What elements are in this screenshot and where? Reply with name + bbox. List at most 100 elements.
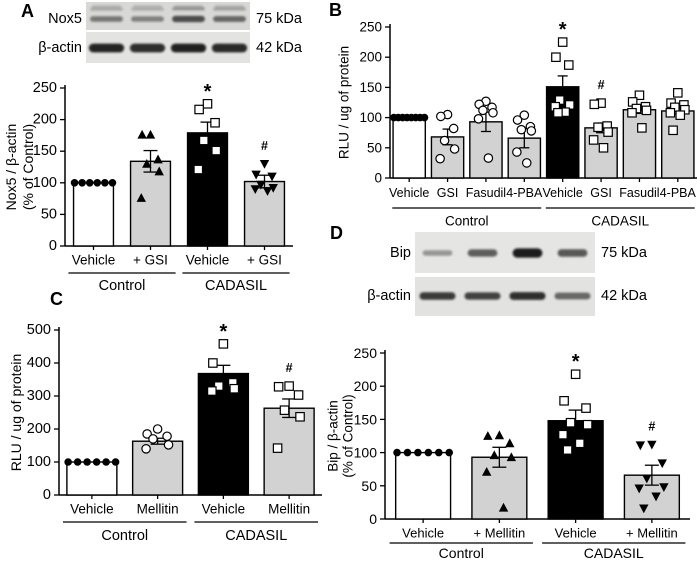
scatter-point-square-open <box>668 125 678 136</box>
scatter-point-circle-filled <box>445 448 454 457</box>
blot-band <box>554 292 591 300</box>
scatter-point-square-open <box>210 117 220 128</box>
scatter-point-triangle-down <box>647 440 657 450</box>
y-tick-label: 100 <box>27 454 51 470</box>
scatter-point-circle-filled <box>393 448 401 457</box>
significance-asterisk: * <box>559 19 567 41</box>
panel-a-chart: Nox5 75 kDa β-actin 42 kDa 0 50 100 150 200 250 Ve… <box>3 2 303 294</box>
scatter-point-triangle-down <box>635 441 646 451</box>
scatter-point-triangle-down <box>256 180 266 190</box>
y-tick-label: 100 <box>33 175 57 191</box>
blot-band <box>129 43 166 53</box>
scatter-point-square-open <box>634 90 645 101</box>
bar <box>622 109 657 179</box>
blot-band <box>90 16 123 22</box>
scatter-point-circle-open <box>521 158 532 168</box>
bar <box>197 372 250 496</box>
bar <box>471 456 528 520</box>
x-category-label: 4-PBA <box>660 186 697 200</box>
scatter-point-circle-open <box>141 444 151 454</box>
scatter-point-circle-open <box>512 147 522 157</box>
bar <box>66 461 118 496</box>
scatter-point-triangle-down <box>267 172 277 182</box>
scatter-point-triangle-up <box>142 158 152 168</box>
molecular-weight-label: 75 kDa <box>601 245 648 261</box>
scatter-point-square-open <box>272 443 283 453</box>
scatter-point-circle-open <box>512 115 523 125</box>
scatter-point-triangle-up <box>145 129 156 139</box>
y-tick-label: 50 <box>41 206 57 222</box>
x-category-label: Vehicle <box>543 186 583 200</box>
group-label: CADASIL <box>591 214 649 229</box>
x-category-label: GSI <box>437 186 459 200</box>
scatter-point-square-open <box>570 369 581 380</box>
scatter-point-circle-filled <box>64 458 72 466</box>
scatter-point-circle-open <box>516 124 527 135</box>
bar <box>186 132 229 247</box>
scatter-point-circle-open <box>163 440 174 450</box>
scatter-point-square-open <box>581 403 591 413</box>
panel-label-c: C <box>50 289 63 309</box>
scatter-point-triangle-down <box>657 459 667 469</box>
scatter-point-square-open <box>582 419 593 430</box>
scatter-point-square-open <box>593 122 603 133</box>
blot-band <box>512 248 543 258</box>
y-tick-label: 400 <box>27 355 51 371</box>
blot-band <box>213 16 246 22</box>
x-category-label: + GSI <box>247 253 282 268</box>
x-category-label: Vehicle <box>186 253 230 268</box>
scatter-point-square-open <box>563 60 574 70</box>
group-label: CADASIL <box>205 278 267 294</box>
scatter-point-square-open <box>211 145 222 156</box>
scatter-point-circle-filled <box>403 448 412 457</box>
panel-label-d: D <box>330 223 343 243</box>
scatter-point-circle-open <box>162 431 172 442</box>
x-category-label: 4-PBA <box>506 186 543 200</box>
scatter-point-circle-open <box>519 110 530 120</box>
x-category-label: Vehicle <box>72 253 116 268</box>
blot-row-label: Nox5 <box>48 11 82 27</box>
scatter-point-triangle-up <box>136 193 146 202</box>
blot-band-faint <box>215 5 244 9</box>
bar <box>129 160 172 247</box>
scatter-point-circle-open <box>488 107 498 118</box>
panel-label-b: B <box>329 0 342 20</box>
bar <box>72 182 115 247</box>
scatter-point-circle-filled <box>78 179 86 187</box>
scatter-point-triangle-up <box>483 431 493 440</box>
scatter-point-square-open <box>199 135 209 146</box>
scatter-point-triangle-down <box>250 185 260 195</box>
group-label: CADASIL <box>225 528 287 544</box>
bar <box>263 407 315 496</box>
y-tick-label: 150 <box>354 411 378 427</box>
scatter-point-circle-open <box>483 153 494 163</box>
scatter-point-triangle-up <box>498 502 509 512</box>
scatter-point-square-open <box>229 383 240 394</box>
x-category-label: Mellitin <box>268 502 310 517</box>
scatter-point-square-open <box>558 429 568 440</box>
blot-band-faint <box>92 5 121 9</box>
significance-asterisk: * <box>572 351 580 373</box>
panel-d-chart: Bip 75 kDa β-actin 42 kDa 0 50 100 150 200 250 Veh… <box>326 232 690 561</box>
bar <box>243 180 286 247</box>
y-tick-label: 250 <box>354 345 378 361</box>
x-category-label: Vehicle <box>389 186 429 200</box>
y-axis-title: RLU / ug of protein <box>337 46 352 159</box>
scatter-point-circle-filled <box>92 458 101 466</box>
panel-label-a: A <box>21 1 34 21</box>
scatter-point-circle-filled <box>102 458 110 466</box>
scatter-point-circle-filled <box>414 448 422 457</box>
scatter-point-circle-open <box>148 434 158 444</box>
significance-hash: # <box>648 420 655 434</box>
scatter-point-square-open <box>637 123 647 133</box>
blot-row-label: β-actin <box>38 40 82 56</box>
significance-asterisk: * <box>204 81 212 103</box>
scatter-point-square-open <box>218 339 229 349</box>
significance-hash: # <box>286 361 293 375</box>
group-label: Control <box>101 528 148 544</box>
x-category-label: + Mellitin <box>474 526 526 541</box>
bar <box>547 420 604 520</box>
y-tick-label: 200 <box>359 50 382 65</box>
